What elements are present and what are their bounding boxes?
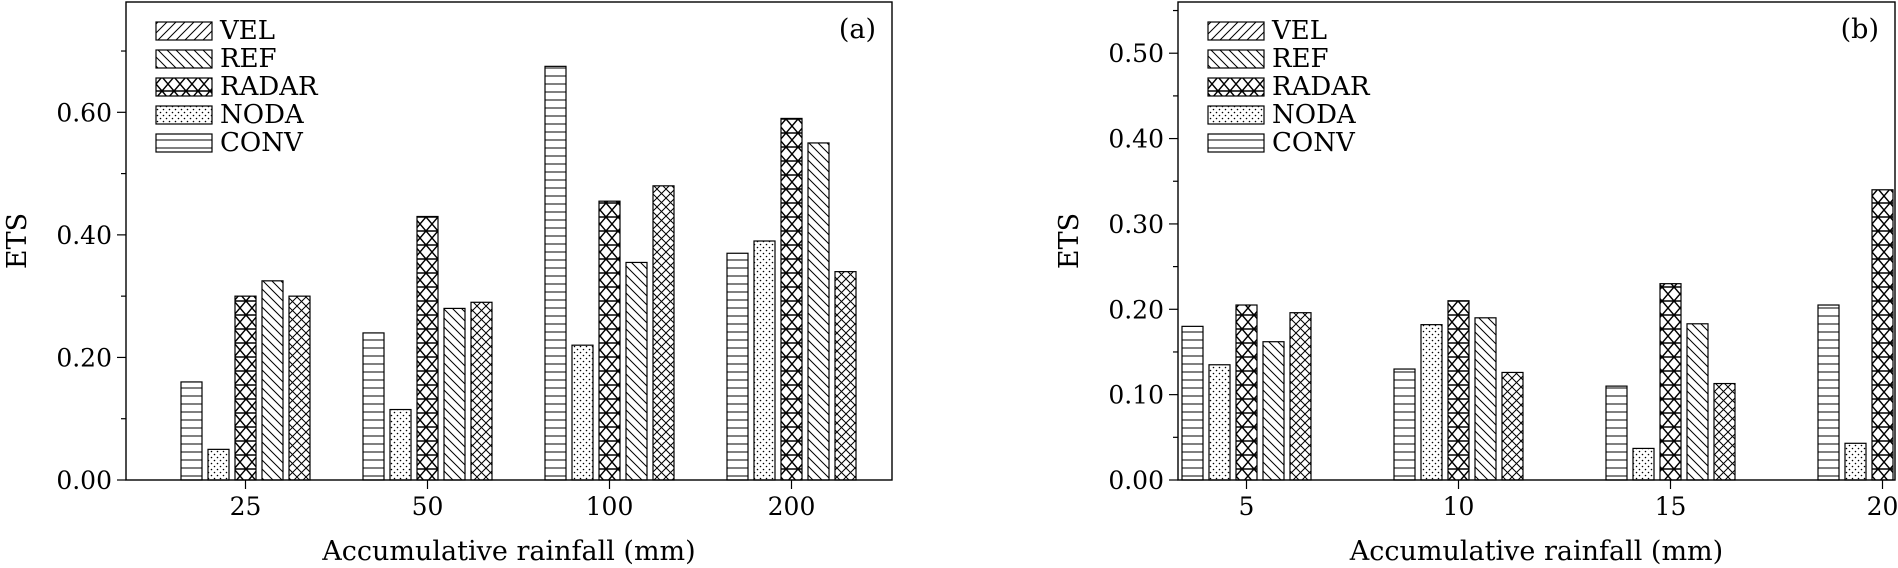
bar-noda-100 <box>571 344 594 481</box>
x-tick-label: 5 <box>1239 492 1255 521</box>
bar-noda-25 <box>207 448 230 481</box>
bar-noda-200 <box>753 240 776 481</box>
bar-vel-25 <box>288 295 311 481</box>
bar-vel-10 <box>1501 371 1524 481</box>
bar-conv-25 <box>180 381 203 481</box>
y-tick-label: 0.50 <box>1108 39 1164 68</box>
y-tick-label: 0.40 <box>1108 125 1164 154</box>
bar-radar-200 <box>780 117 803 481</box>
chart-panel-a: 0.00 0.20 0.40 0.60 25 50 100 200 Accumulative r… <box>2 1 893 567</box>
legend-label-ref: REF <box>1272 44 1329 74</box>
bar-radar-5 <box>1235 304 1258 481</box>
legend-label-radar: RADAR <box>220 72 319 102</box>
y-tick-label: 0.60 <box>56 98 112 127</box>
x-tick-label: 20 <box>1867 492 1898 521</box>
bar-noda-50 <box>389 408 412 481</box>
bar-vel-50 <box>470 301 493 481</box>
bar-ref-100 <box>625 261 648 481</box>
panel-label: (a) <box>839 14 876 45</box>
bar-ref-25 <box>261 280 284 481</box>
bar-radar-25 <box>234 295 257 481</box>
bar-conv-50 <box>362 332 385 481</box>
plot-frame <box>125 1 893 481</box>
y-tick-label: 0.00 <box>1108 466 1164 495</box>
legend-swatch-vel <box>155 21 213 41</box>
bar-radar-15 <box>1659 283 1682 481</box>
bar-radar-20 <box>1871 189 1894 481</box>
bar-ref-200 <box>807 142 830 481</box>
legend-swatch-noda <box>155 105 213 125</box>
legend-swatch-ref <box>1207 49 1265 69</box>
legend-label-noda: NODA <box>1272 100 1357 130</box>
y-axis-label: ETS <box>1054 213 1085 269</box>
bar-vel-200 <box>834 271 857 481</box>
x-axis-label: Accumulative rainfall (mm) <box>1349 536 1723 567</box>
x-tick-label: 100 <box>586 492 634 521</box>
bar-noda-5 <box>1208 364 1231 481</box>
x-tick-label: 200 <box>768 492 816 521</box>
bar-ref-50 <box>443 307 466 481</box>
legend-label-ref: REF <box>220 44 277 74</box>
legend-label-radar: RADAR <box>1272 72 1371 102</box>
bar-conv-100 <box>544 65 567 481</box>
y-axis-label: ETS <box>2 213 33 269</box>
y-tick-label: 0.30 <box>1108 210 1164 239</box>
bar-noda-10 <box>1420 324 1443 481</box>
legend-swatch-radar <box>155 77 213 97</box>
bar-conv-5 <box>1181 325 1204 481</box>
bar-vel-15 <box>1713 382 1736 481</box>
bar-conv-200 <box>726 252 749 481</box>
x-tick-label: 25 <box>230 492 262 521</box>
bar-ref-5 <box>1262 341 1285 481</box>
y-tick-label: 0.10 <box>1108 381 1164 410</box>
chart-panel-b: 0.00 0.10 0.20 0.30 0.40 0.50 5 10 15 20 Accumulat… <box>1054 1 1898 567</box>
legend-swatch-conv <box>155 133 213 153</box>
legend-swatch-vel <box>1207 21 1265 41</box>
bar-radar-50 <box>416 215 439 481</box>
x-tick-label: 10 <box>1443 492 1475 521</box>
x-tick-label: 15 <box>1655 492 1687 521</box>
bar-noda-20 <box>1844 442 1867 481</box>
legend-label-vel: VEL <box>219 16 275 46</box>
bar-vel-5 <box>1289 312 1312 481</box>
plot-frame <box>1177 1 1896 481</box>
legend-swatch-ref <box>155 49 213 69</box>
bar-ref-15 <box>1686 323 1709 481</box>
bar-vel-100 <box>652 185 675 481</box>
legend-swatch-radar <box>1207 77 1265 97</box>
legend-label-vel: VEL <box>1271 16 1327 46</box>
x-axis-label: Accumulative rainfall (mm) <box>321 536 695 567</box>
bar-radar-10 <box>1447 300 1470 481</box>
x-tick-label: 50 <box>412 492 444 521</box>
bar-conv-15 <box>1605 385 1628 481</box>
bar-ref-10 <box>1474 317 1497 481</box>
bar-conv-20 <box>1817 304 1840 481</box>
bar-radar-100 <box>598 200 621 481</box>
y-tick-label: 0.40 <box>56 221 112 250</box>
y-tick-label: 0.00 <box>56 466 112 495</box>
bar-conv-10 <box>1393 368 1416 481</box>
legend-swatch-conv <box>1207 133 1265 153</box>
legend-label-conv: CONV <box>1272 128 1356 158</box>
panel-label: (b) <box>1841 14 1879 45</box>
y-tick-label: 0.20 <box>56 343 112 372</box>
y-tick-label: 0.20 <box>1108 295 1164 324</box>
legend-label-noda: NODA <box>220 100 305 130</box>
legend-swatch-noda <box>1207 105 1265 125</box>
legend-label-conv: CONV <box>220 128 304 158</box>
bar-noda-15 <box>1632 447 1655 481</box>
